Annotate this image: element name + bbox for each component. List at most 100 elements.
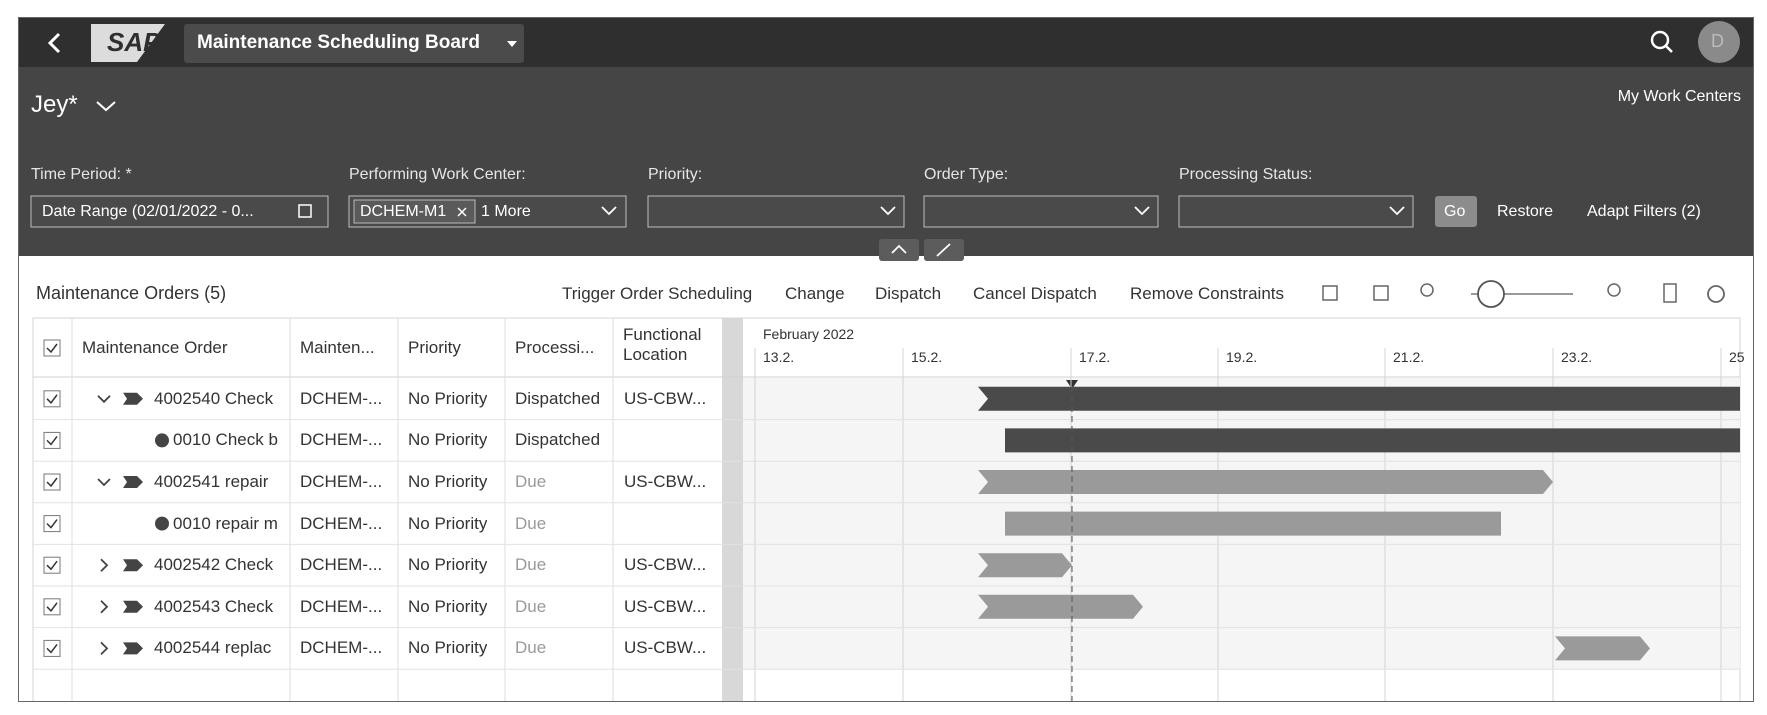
- checkbox[interactable]: [43, 431, 61, 449]
- check: [46, 560, 58, 571]
- gantt-date: 19.2.: [1226, 349, 1258, 365]
- checkbox[interactable]: [43, 339, 61, 357]
- avatar[interactable]: [1698, 21, 1740, 63]
- order-cell[interactable]: 4002543 Check: [154, 596, 274, 616]
- go-label[interactable]: Go: [1444, 203, 1466, 220]
- location-cell: US-CBW...: [624, 596, 707, 616]
- priority-cell: No Priority: [408, 638, 488, 658]
- search-icon[interactable]: [1650, 30, 1670, 50]
- expand-icon[interactable]: [97, 478, 111, 487]
- variant-caret[interactable]: [96, 101, 116, 112]
- input-time[interactable]: [30, 195, 329, 228]
- order-icon: [123, 642, 143, 655]
- checkbox[interactable]: [43, 598, 61, 616]
- toolbar-button[interactable]: Cancel Dispatch: [973, 284, 1097, 303]
- column-header[interactable]: Functional Location: [623, 325, 702, 364]
- order-cell[interactable]: 4002542 Check: [154, 555, 274, 575]
- column-header[interactable]: Mainten...: [300, 338, 375, 357]
- input-priority[interactable]: [647, 195, 905, 228]
- dropdown-caret[interactable]: [1389, 206, 1405, 216]
- status-cell: Due: [515, 472, 547, 491]
- zoom-in[interactable]: [1607, 283, 1621, 297]
- settings-icon[interactable]: [1707, 285, 1725, 303]
- status-cell: Dispatched: [515, 388, 601, 408]
- work-center-cell: DCHEM-...: [300, 596, 383, 616]
- check: [46, 343, 58, 354]
- toolbar-button[interactable]: Trigger Order Scheduling: [562, 284, 753, 303]
- go-button[interactable]: [1435, 196, 1477, 227]
- column-header[interactable]: Maintenance Order: [82, 338, 228, 357]
- dropdown-caret[interactable]: [601, 206, 617, 216]
- checkbox[interactable]: [43, 639, 61, 657]
- order-icon: [123, 392, 143, 405]
- slider-handle[interactable]: [1477, 280, 1505, 308]
- checkbox[interactable]: [43, 473, 61, 491]
- filter-value: 1 More: [481, 203, 531, 220]
- toolbar-icon[interactable]: [1322, 285, 1338, 301]
- checkbox[interactable]: [43, 556, 61, 574]
- operation-icon: [155, 433, 169, 448]
- order-cell[interactable]: 4002544 replac: [154, 638, 272, 658]
- dropdown-caret[interactable]: [1134, 206, 1150, 216]
- input-status[interactable]: [1178, 195, 1414, 228]
- order-cell[interactable]: 4002540 Check: [154, 388, 274, 408]
- my-work-centers[interactable]: My Work Centers: [1617, 88, 1741, 105]
- column-header[interactable]: Priority: [408, 338, 461, 357]
- title-button[interactable]: [184, 24, 524, 63]
- graphics: [30, 21, 1741, 702]
- gantt-bar[interactable]: [1005, 511, 1501, 536]
- operation-icon: [155, 516, 169, 531]
- checkbox[interactable]: [43, 390, 61, 408]
- order-cell[interactable]: 0010 Check b: [173, 430, 278, 450]
- expand-icon[interactable]: [100, 600, 109, 614]
- order-cell[interactable]: 0010 repair m: [173, 513, 278, 533]
- expand-icon[interactable]: [100, 641, 109, 656]
- check: [46, 477, 58, 488]
- adapt-filters-button[interactable]: Adapt Filters (2): [1587, 203, 1701, 220]
- status-cell: Due: [515, 596, 547, 616]
- variant-name[interactable]: Jey*: [31, 91, 78, 118]
- check: [46, 435, 58, 446]
- column-header[interactable]: Processi...: [515, 338, 595, 357]
- restore-button[interactable]: Restore: [1497, 203, 1554, 220]
- app-title[interactable]: Maintenance Scheduling Board: [197, 32, 480, 53]
- expand-icon[interactable]: [97, 395, 111, 404]
- gantt-bar[interactable]: [978, 594, 1143, 619]
- app: SAP Maintenance Scheduling Board D Jey* …: [18, 17, 1754, 702]
- filter-label: Performing Work Center:: [349, 166, 526, 183]
- toolbar-button[interactable]: Remove Constraints: [1130, 284, 1285, 303]
- logo: SAP: [107, 27, 161, 57]
- gantt-bar[interactable]: [1005, 428, 1740, 453]
- work-center-cell: DCHEM-...: [300, 638, 383, 658]
- splitter[interactable]: [722, 318, 743, 702]
- gantt-date: 21.2.: [1393, 349, 1425, 365]
- token[interactable]: [353, 199, 476, 224]
- order-icon: [123, 476, 143, 488]
- gantt-month: February 2022: [763, 326, 855, 342]
- toolbar-button[interactable]: Change: [785, 284, 845, 303]
- order-cell[interactable]: 4002541 repair: [154, 472, 269, 491]
- gantt-bar[interactable]: [1555, 636, 1650, 661]
- priority-cell: No Priority: [408, 472, 488, 491]
- status-cell: Dispatched: [515, 430, 601, 450]
- expand-icon[interactable]: [100, 558, 109, 572]
- token-text: DCHEM-M1: [360, 203, 447, 220]
- collapse-button[interactable]: [879, 239, 919, 261]
- input-order-type[interactable]: [923, 195, 1159, 228]
- gantt-bar[interactable]: [978, 386, 1740, 411]
- toolbar-icon[interactable]: [1663, 283, 1677, 303]
- gantt-bar[interactable]: [978, 553, 1072, 578]
- zoom-out[interactable]: [1420, 283, 1434, 297]
- work-center-cell: DCHEM-...: [300, 555, 383, 575]
- toolbar-icon[interactable]: [1373, 285, 1389, 301]
- gantt-bar[interactable]: [978, 470, 1553, 494]
- gantt-date: 23.2.: [1561, 349, 1593, 365]
- dropdown-caret[interactable]: [880, 206, 896, 216]
- check: [46, 394, 58, 404]
- toolbar-button[interactable]: Dispatch: [875, 284, 942, 303]
- token-remove: [457, 207, 467, 217]
- checkbox[interactable]: [43, 515, 61, 533]
- location-cell: US-CBW...: [624, 638, 707, 658]
- back-icon[interactable]: [47, 32, 61, 54]
- today-marker: [1066, 380, 1078, 389]
